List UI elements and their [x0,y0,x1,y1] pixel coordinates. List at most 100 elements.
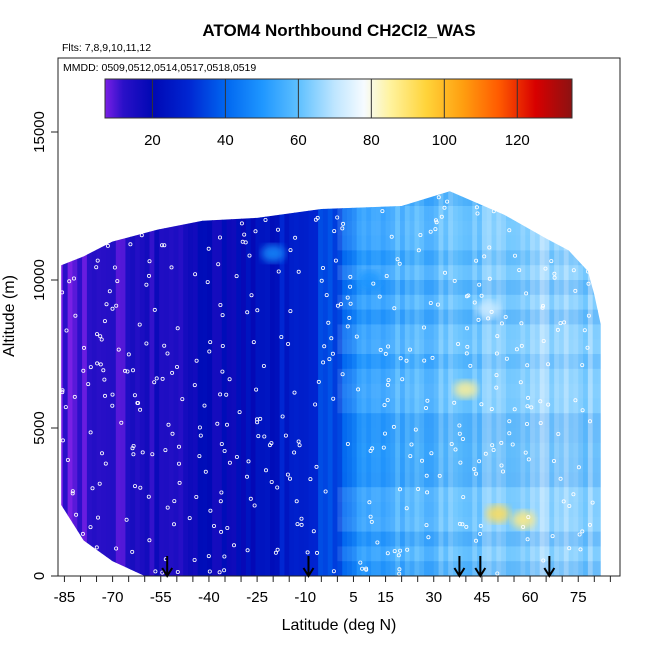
sample-point [524,291,529,296]
heat-column [534,191,541,576]
heat-column [530,191,536,576]
heat-column [390,191,396,576]
sample-point [242,232,247,237]
sample-point [495,334,500,339]
altitude-band [337,413,601,428]
sample-point [65,457,70,462]
sample-point [340,372,345,377]
y-tick-label: 10000 [31,259,48,301]
sample-point [541,338,546,343]
sample-point [580,529,585,534]
heat-column [400,191,406,576]
heat-column [501,191,507,576]
heat-column [139,191,146,576]
sample-point [60,388,65,393]
altitude-band [337,546,601,562]
altitude-band [337,250,601,266]
heat-column [607,58,612,576]
heat-column [61,191,64,576]
sample-point [479,293,484,298]
sample-point [375,540,380,545]
sample-point [382,403,387,408]
x-tick-label: -25 [246,589,268,606]
sample-point [237,410,242,415]
sample-point [558,321,563,326]
sample-point [64,328,69,333]
heat-column [313,191,319,576]
sample-point [220,313,225,318]
sample-point [348,301,353,306]
x-tick-label: -55 [150,589,172,606]
sample-point [138,485,143,490]
sample-point [219,441,224,446]
sample-point [313,402,318,407]
sample-point [383,351,388,356]
altitude-band [337,294,601,310]
sample-point [202,403,207,408]
sample-point [280,414,285,419]
heat-column [409,191,416,576]
x-tick-label: -85 [54,589,76,606]
sample-point [187,516,192,521]
heat-column [327,191,334,576]
sample-point [345,295,350,300]
altitude-band [337,561,601,576]
sample-point [571,268,576,273]
sample-point [378,347,383,352]
sample-point [256,434,261,439]
sample-point [475,211,480,216]
sample-point [110,392,115,397]
sample-point [146,494,151,499]
sample-point [368,514,373,519]
altitude-band [337,265,601,280]
heat-column [120,191,127,576]
sample-point [331,396,336,401]
sample-point [81,368,86,373]
sample-point [525,404,530,409]
heat-column [443,191,449,576]
sample-point [194,494,199,499]
sample-point [176,461,181,466]
sample-point [170,431,175,436]
down-arrow-icon [474,556,487,578]
heat-column [366,191,372,576]
heat-column [448,191,454,576]
sample-point [192,558,197,563]
sample-point [333,258,338,263]
heat-column [197,191,204,576]
x-tick-label: 15 [377,589,394,606]
sample-point [494,351,499,356]
heat-column [260,191,266,576]
sample-point [490,443,495,448]
sample-point [489,309,494,314]
sample-point [218,392,223,397]
sample-point [541,303,546,308]
sample-point [100,451,105,456]
heat-column [163,191,170,576]
sample-point [295,522,300,527]
sample-point [567,546,572,551]
sample-point [314,550,319,555]
sample-points-layer [60,195,595,576]
heat-column [149,191,155,576]
heat-column [159,191,165,576]
sample-point [288,309,293,314]
sample-point [104,302,109,307]
sample-point [377,294,382,299]
heat-column [86,191,93,576]
sample-point [294,499,299,504]
x-tick-label: 45 [474,589,491,606]
sample-point [171,522,176,527]
heat-column [438,191,444,576]
sample-point [389,234,394,239]
sample-point [430,355,435,360]
heat-column [183,191,189,576]
sample-point [507,431,512,436]
sample-point [146,273,151,278]
y-axis-label: Altitude (m) [1,275,18,357]
sample-point [253,229,258,234]
sample-point [341,221,346,226]
x-tick-label: 75 [570,589,587,606]
sample-point [262,434,267,439]
heat-column [106,191,112,576]
